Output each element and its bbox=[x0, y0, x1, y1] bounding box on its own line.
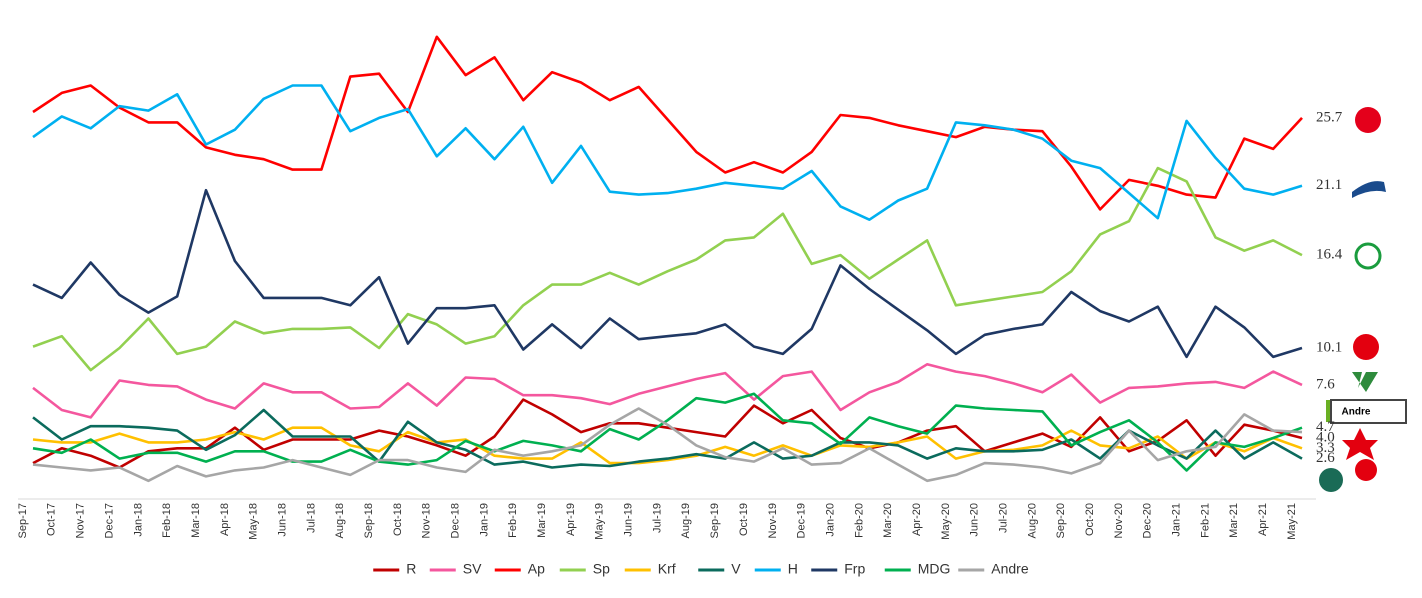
x-tick-label: Jan-19 bbox=[478, 503, 490, 537]
series-line bbox=[32, 408, 1303, 469]
x-tick-label: Aug-18 bbox=[334, 503, 346, 538]
legend-label: MDG bbox=[918, 561, 951, 577]
x-tick-label: Nov-17 bbox=[75, 503, 87, 538]
x-tick-label: Feb-21 bbox=[1199, 503, 1211, 538]
x-tick-label: May-18 bbox=[248, 503, 260, 540]
x-tick-label: Mar-20 bbox=[882, 503, 894, 538]
x-tick-label: Aug-19 bbox=[680, 503, 692, 538]
value-label: 10.1 bbox=[1316, 339, 1342, 355]
value-label: 25.7 bbox=[1316, 109, 1343, 125]
x-tick-label: Dec-17 bbox=[103, 503, 115, 538]
x-tick-label: May-19 bbox=[594, 503, 606, 540]
x-tick-label: Jan-18 bbox=[132, 503, 144, 537]
x-tick-label: Apr-18 bbox=[219, 503, 231, 536]
x-tick-label: Jun-19 bbox=[623, 503, 635, 537]
x-tick-label: Oct-18 bbox=[392, 503, 404, 536]
ap-logo bbox=[1355, 107, 1381, 133]
series-line bbox=[32, 35, 1303, 211]
x-tick-label: Sep-17 bbox=[17, 503, 29, 538]
x-tick-label: May-20 bbox=[940, 503, 952, 540]
r-logo bbox=[1342, 428, 1378, 460]
x-tick-label: Jul-18 bbox=[305, 503, 317, 533]
andre-box-label: Andre bbox=[1342, 407, 1371, 418]
x-tick-label: Sep-19 bbox=[709, 503, 721, 538]
x-tick-label: Sep-20 bbox=[1055, 503, 1067, 538]
x-tick-label: Mar-19 bbox=[536, 503, 548, 538]
x-tick-label: Aug-20 bbox=[1026, 503, 1038, 538]
legend-label: Frp bbox=[844, 561, 865, 577]
series-line bbox=[32, 407, 1303, 483]
krf-logo bbox=[1355, 459, 1377, 481]
x-tick-label: Nov-18 bbox=[421, 503, 433, 538]
x-tick-label: Apr-21 bbox=[1257, 503, 1269, 536]
x-tick-label: Feb-19 bbox=[507, 503, 519, 538]
legend-label: Ap bbox=[528, 561, 545, 577]
x-tick-label: Mar-21 bbox=[1228, 503, 1240, 538]
legend-label: V bbox=[731, 561, 741, 577]
series-line bbox=[32, 426, 1303, 465]
x-tick-label: Jun-20 bbox=[969, 503, 981, 537]
value-label: 3.3 bbox=[1316, 440, 1335, 456]
x-tick-label: Dec-20 bbox=[1142, 503, 1154, 538]
x-tick-label: Jan-21 bbox=[1171, 503, 1183, 537]
party-logos bbox=[1319, 107, 1386, 492]
legend-label: SV bbox=[463, 561, 482, 577]
value-label: 21.1 bbox=[1316, 177, 1342, 193]
legend-label: R bbox=[406, 561, 416, 577]
value-label: 4.0 bbox=[1316, 429, 1335, 445]
sp-logo bbox=[1354, 242, 1382, 270]
legend-label: Krf bbox=[658, 561, 676, 577]
x-tick-label: Dec-18 bbox=[450, 503, 462, 538]
x-tick-label: Jul-20 bbox=[997, 503, 1009, 533]
x-tick-label: Nov-19 bbox=[767, 503, 779, 538]
x-tick-label: Feb-18 bbox=[161, 503, 173, 538]
x-tick-label: Nov-20 bbox=[1113, 503, 1125, 538]
x-tick-label: Mar-18 bbox=[190, 503, 202, 538]
sv-logo bbox=[1352, 372, 1378, 392]
series-line bbox=[32, 392, 1303, 472]
x-tick-label: Sep-18 bbox=[363, 503, 375, 538]
x-tick-label: Jan-20 bbox=[824, 503, 836, 537]
x-tick-label: Oct-20 bbox=[1084, 503, 1096, 536]
x-tick-label: Apr-20 bbox=[911, 503, 923, 536]
series-line bbox=[32, 84, 1303, 221]
x-tick-label: Oct-19 bbox=[738, 503, 750, 536]
value-label: 4.7 bbox=[1316, 419, 1335, 435]
series-line bbox=[32, 166, 1303, 372]
v-logo bbox=[1319, 468, 1343, 492]
x-tick-label: Apr-19 bbox=[565, 503, 577, 536]
h-logo bbox=[1352, 181, 1386, 198]
x-tick-label: Oct-17 bbox=[46, 503, 58, 536]
series-line bbox=[32, 188, 1303, 359]
x-tick-label: Jun-18 bbox=[276, 503, 288, 537]
series-line bbox=[32, 363, 1303, 419]
x-tick-label: Jul-19 bbox=[651, 503, 663, 533]
value-label: 16.4 bbox=[1316, 247, 1343, 263]
x-tick-label: Feb-20 bbox=[853, 503, 865, 538]
legend-label: Sp bbox=[593, 561, 610, 577]
frp-logo bbox=[1353, 334, 1379, 360]
andre-box bbox=[1330, 399, 1407, 424]
x-tick-label: Dec-19 bbox=[796, 503, 808, 538]
value-label: 2.6 bbox=[1316, 450, 1335, 466]
value-label: 7.6 bbox=[1316, 376, 1335, 392]
legend-label: H bbox=[788, 561, 798, 577]
legend-label: Andre bbox=[991, 561, 1029, 577]
x-tick-label: May-21 bbox=[1286, 503, 1298, 540]
